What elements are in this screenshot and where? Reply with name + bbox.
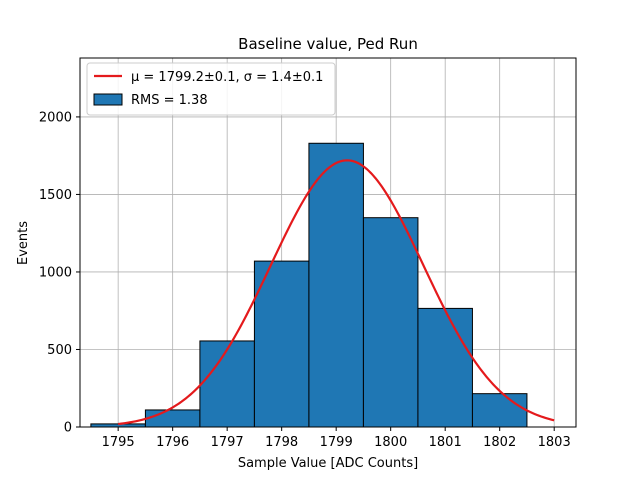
x-tick-label: 1803 bbox=[538, 435, 571, 450]
y-tick-label: 500 bbox=[47, 343, 72, 358]
x-tick-label: 1801 bbox=[429, 435, 462, 450]
histogram-bar bbox=[253, 260, 310, 428]
x-tick-label: 1800 bbox=[374, 435, 407, 450]
chart-title: Baseline value, Ped Run bbox=[238, 35, 418, 53]
legend: μ = 1799.2±0.1, σ = 1.4±0.1 RMS = 1.38 bbox=[86, 62, 336, 116]
x-tick-label: 1799 bbox=[320, 435, 353, 450]
legend-hist-swatch bbox=[93, 93, 123, 106]
x-axis-label: Sample Value [ADC Counts] bbox=[238, 456, 418, 471]
y-tick-label: 1500 bbox=[39, 188, 72, 203]
axes-frame bbox=[79, 57, 577, 428]
x-tick-label: 1798 bbox=[265, 435, 298, 450]
histogram-bar bbox=[144, 409, 201, 428]
x-tick-label: 1802 bbox=[483, 435, 516, 450]
y-axis-label: Events bbox=[16, 221, 31, 265]
x-tick-label: 1795 bbox=[102, 435, 135, 450]
y-tick-label: 2000 bbox=[39, 110, 72, 125]
legend-box bbox=[86, 62, 336, 116]
legend-hist-label: RMS = 1.38 bbox=[131, 93, 208, 108]
plot-area: 1795 1796 1797 1798 1799 1800 1801 1802 1803 0 50… bbox=[39, 57, 577, 450]
x-axis-ticks: 1795 1796 1797 1798 1799 1800 1801 1802 1803 bbox=[102, 427, 571, 450]
y-axis-ticks: 0 500 1000 1500 2000 bbox=[39, 110, 80, 436]
histogram-bar bbox=[417, 307, 473, 428]
gaussian-fit-curve bbox=[118, 159, 555, 426]
histogram-bar bbox=[308, 142, 364, 428]
histogram-bar bbox=[362, 217, 419, 428]
y-tick-label: 1000 bbox=[39, 265, 72, 280]
histogram-bar bbox=[471, 393, 528, 428]
legend-fit-label: μ = 1799.2±0.1, σ = 1.4±0.1 bbox=[131, 70, 323, 85]
histogram-bar bbox=[199, 340, 255, 428]
x-tick-label: 1796 bbox=[156, 435, 189, 450]
x-tick-label: 1797 bbox=[211, 435, 244, 450]
y-tick-label: 0 bbox=[64, 421, 72, 436]
